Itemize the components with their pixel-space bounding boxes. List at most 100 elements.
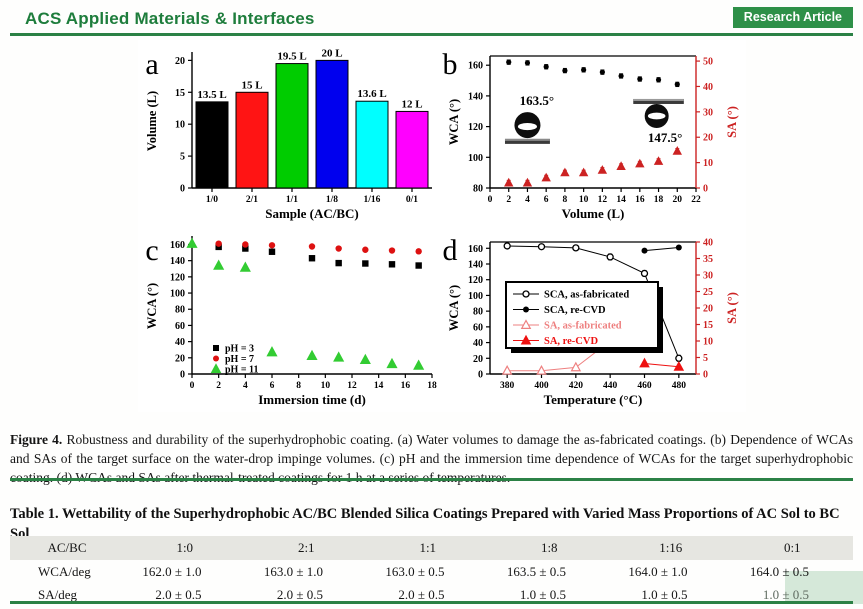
svg-text:12: 12 bbox=[598, 195, 608, 205]
svg-text:pH = 3: pH = 3 bbox=[225, 344, 254, 355]
svg-text:120: 120 bbox=[170, 272, 185, 283]
svg-text:80: 80 bbox=[473, 307, 483, 318]
svg-text:0: 0 bbox=[180, 370, 185, 381]
svg-text:440: 440 bbox=[603, 381, 618, 391]
wca-value: 163.0 ± 1.0 bbox=[263, 563, 323, 579]
svg-text:40: 40 bbox=[703, 238, 713, 249]
wca-value: 164.0 ± 1.0 bbox=[628, 563, 688, 579]
svg-text:0: 0 bbox=[478, 370, 483, 381]
svg-text:c: c bbox=[145, 234, 158, 267]
svg-text:SCA, as-fabricated: SCA, as-fabricated bbox=[544, 290, 629, 301]
svg-text:40: 40 bbox=[175, 337, 185, 348]
table-row-sa: SA/deg 2.0 ± 0.5 2.0 ± 0.5 2.0 ± 0.5 1.0… bbox=[10, 583, 853, 606]
svg-text:160: 160 bbox=[170, 240, 185, 251]
svg-text:160: 160 bbox=[468, 61, 483, 72]
svg-text:2/1: 2/1 bbox=[246, 195, 258, 205]
row-label-sa: SA/deg bbox=[38, 586, 77, 602]
table-row-wca: WCA/deg 162.0 ± 1.0 163.0 ± 1.0 163.0 ± … bbox=[10, 560, 853, 583]
svg-text:420: 420 bbox=[569, 381, 584, 391]
svg-text:10: 10 bbox=[703, 158, 713, 169]
svg-text:Volume (L): Volume (L) bbox=[562, 206, 625, 221]
svg-text:160: 160 bbox=[468, 244, 483, 255]
svg-text:12: 12 bbox=[347, 381, 357, 391]
svg-text:0: 0 bbox=[488, 195, 493, 205]
section-divider-rule bbox=[10, 478, 853, 481]
svg-text:30: 30 bbox=[703, 107, 713, 118]
panel-a-bar-chart: 0 5 10 15 20 Volume (L) 13.5 L 1/0 15 L 2/1 19.5 L… bbox=[145, 47, 432, 221]
wca-value: 164.0 ± 0.5 bbox=[749, 563, 809, 579]
col-header-0-1: 0:1 bbox=[731, 536, 853, 560]
svg-text:20: 20 bbox=[175, 56, 185, 67]
svg-text:100: 100 bbox=[170, 289, 185, 300]
svg-text:8: 8 bbox=[563, 195, 568, 205]
svg-text:0: 0 bbox=[180, 184, 185, 195]
svg-text:120: 120 bbox=[468, 275, 483, 286]
svg-text:80: 80 bbox=[175, 305, 185, 316]
svg-text:460: 460 bbox=[637, 381, 652, 391]
panel-b-wca-sa-chart: 80 100 120 140 160 0 10 20 30 40 50 0 2 4 6 8 10 12 14 16 18… bbox=[443, 48, 740, 221]
svg-text:80: 80 bbox=[473, 184, 483, 195]
svg-text:19.5 L: 19.5 L bbox=[277, 51, 306, 63]
footer-rule bbox=[10, 601, 853, 604]
svg-text:18: 18 bbox=[654, 195, 664, 205]
figure-caption-text: Robustness and durability of the superhy… bbox=[10, 431, 853, 486]
col-header-1-8: 1:8 bbox=[488, 536, 610, 560]
svg-text:1/16: 1/16 bbox=[364, 195, 381, 205]
svg-text:5: 5 bbox=[180, 152, 185, 163]
svg-text:12 L: 12 L bbox=[401, 98, 422, 110]
svg-text:Immersion time (d): Immersion time (d) bbox=[258, 392, 366, 407]
svg-text:Temperature (°C): Temperature (°C) bbox=[544, 392, 643, 407]
svg-text:WCA (°): WCA (°) bbox=[145, 283, 159, 329]
svg-text:d: d bbox=[443, 234, 458, 267]
svg-text:pH = 11: pH = 11 bbox=[225, 365, 259, 376]
svg-text:60: 60 bbox=[175, 321, 185, 332]
col-header-acbc: AC/BC bbox=[10, 536, 124, 560]
svg-text:400: 400 bbox=[534, 381, 549, 391]
wettability-table: AC/BC 1:0 2:1 1:1 1:8 1:16 0:1 WCA/deg 1… bbox=[10, 536, 853, 606]
svg-text:13.6 L: 13.6 L bbox=[357, 88, 386, 100]
svg-text:35: 35 bbox=[703, 254, 713, 265]
svg-text:0: 0 bbox=[703, 370, 708, 381]
sa-value: 1.0 ± 0.5 bbox=[762, 586, 809, 602]
svg-text:4: 4 bbox=[525, 195, 530, 205]
svg-text:60: 60 bbox=[473, 322, 483, 333]
svg-text:0: 0 bbox=[703, 184, 708, 195]
svg-text:140: 140 bbox=[170, 256, 185, 267]
research-article-badge: Research Article bbox=[732, 7, 853, 28]
svg-text:15 L: 15 L bbox=[241, 79, 262, 91]
sa-value: 1.0 ± 0.5 bbox=[519, 586, 566, 602]
svg-text:15: 15 bbox=[703, 320, 713, 331]
table-title-label: Table 1. bbox=[10, 505, 59, 522]
header-rule bbox=[10, 33, 853, 36]
journal-title: ACS Applied Materials & Interfaces bbox=[25, 9, 315, 28]
svg-text:10: 10 bbox=[175, 120, 185, 131]
svg-text:22: 22 bbox=[691, 195, 701, 205]
svg-text:b: b bbox=[443, 48, 458, 81]
svg-text:20: 20 bbox=[703, 304, 713, 315]
watermark-highlight bbox=[785, 571, 863, 604]
svg-text:20: 20 bbox=[673, 195, 683, 205]
svg-text:20: 20 bbox=[473, 354, 483, 365]
svg-text:25: 25 bbox=[703, 287, 713, 298]
svg-text:20 L: 20 L bbox=[321, 47, 342, 59]
svg-text:Sample (AC/BC): Sample (AC/BC) bbox=[265, 206, 359, 221]
svg-text:4: 4 bbox=[243, 381, 248, 391]
journal-header: ACS Applied Materials & Interfaces Resea… bbox=[10, 6, 853, 32]
svg-text:a: a bbox=[145, 48, 158, 81]
figure-caption-label: Figure 4. bbox=[10, 431, 63, 447]
svg-text:pH = 7: pH = 7 bbox=[225, 354, 254, 365]
sa-value: 1.0 ± 0.5 bbox=[641, 586, 688, 602]
svg-text:SA, re-CVD: SA, re-CVD bbox=[544, 336, 598, 347]
svg-text:100: 100 bbox=[468, 291, 483, 302]
svg-text:20: 20 bbox=[703, 133, 713, 144]
svg-text:2: 2 bbox=[506, 195, 511, 205]
row-label-wca: WCA/deg bbox=[38, 563, 91, 579]
figure-caption: Figure 4. Robustness and durability of t… bbox=[10, 430, 853, 488]
svg-text:Volume (L): Volume (L) bbox=[145, 91, 159, 151]
col-header-1-16: 1:16 bbox=[610, 536, 732, 560]
svg-text:13.5 L: 13.5 L bbox=[197, 89, 226, 101]
svg-text:WCA (°): WCA (°) bbox=[447, 99, 461, 145]
svg-text:18: 18 bbox=[427, 381, 437, 391]
col-header-1-1: 1:1 bbox=[367, 536, 489, 560]
svg-text:140: 140 bbox=[468, 260, 483, 271]
